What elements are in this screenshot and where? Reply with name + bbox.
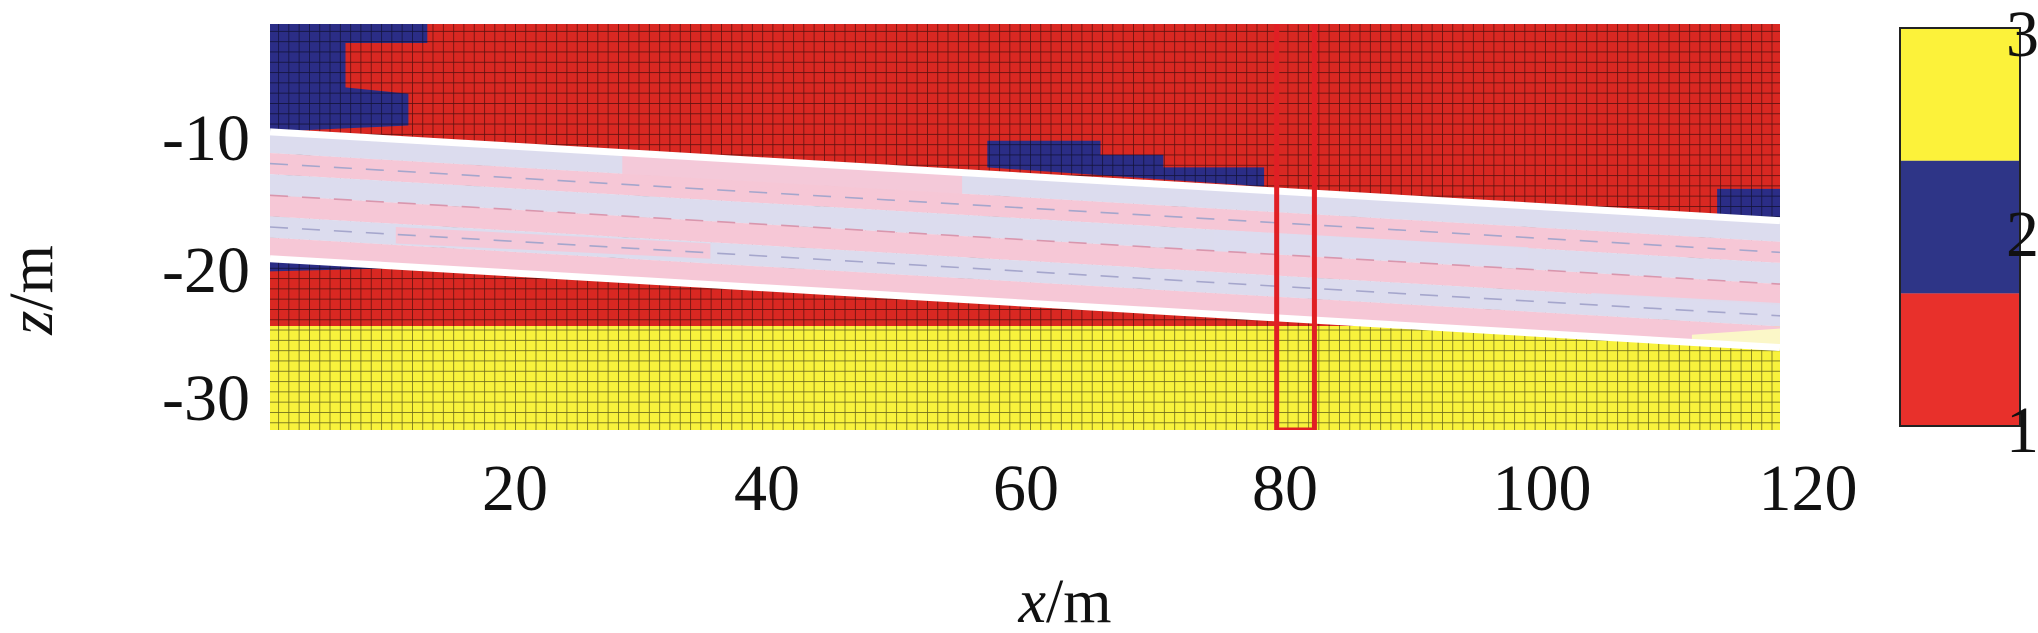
band-patch [395, 227, 711, 259]
x-tick-label: 40 [734, 452, 800, 525]
colorbar-segment-3 [1900, 28, 2020, 161]
colorbar [1900, 28, 2020, 426]
y-tick-label: -10 [162, 102, 250, 175]
band-patch [1591, 293, 1780, 324]
band-dashed-line [270, 226, 1780, 317]
y-tick-label: -20 [162, 234, 250, 307]
band-patch [1213, 229, 1529, 268]
band-patch [622, 154, 963, 197]
colorbar-segment-1 [1900, 293, 2020, 426]
band-stripe [270, 237, 1780, 348]
band-dashed-line [270, 162, 1780, 254]
boundary-line-lower [270, 255, 1780, 352]
x-tick-label: 120 [1759, 452, 1858, 525]
colorbar-tick-label: 3 [2006, 0, 2038, 71]
boundary-line-upper [270, 128, 1780, 225]
band-stripe [270, 195, 1780, 306]
x-tick-label: 80 [1252, 452, 1318, 525]
plot-area [270, 24, 1780, 430]
colorbar-tick-label: 1 [2006, 394, 2038, 467]
highlight-column [1274, 24, 1317, 430]
x-tick-label: 100 [1493, 452, 1592, 525]
layer-boundaries [270, 128, 1780, 352]
x-tick-label: 60 [993, 452, 1059, 525]
colorbar-segment-2 [1900, 160, 2020, 294]
band-dashed-line [270, 194, 1780, 285]
colorbar-frame [1899, 27, 2021, 427]
transition-band [270, 131, 1780, 348]
colorbar-tick-label: 2 [2006, 198, 2038, 271]
y-axis-label: z/m [0, 245, 66, 336]
y-tick-label: -30 [162, 362, 250, 435]
x-axis-label: x/m [1018, 568, 1112, 633]
x-tick-label: 20 [482, 452, 548, 525]
